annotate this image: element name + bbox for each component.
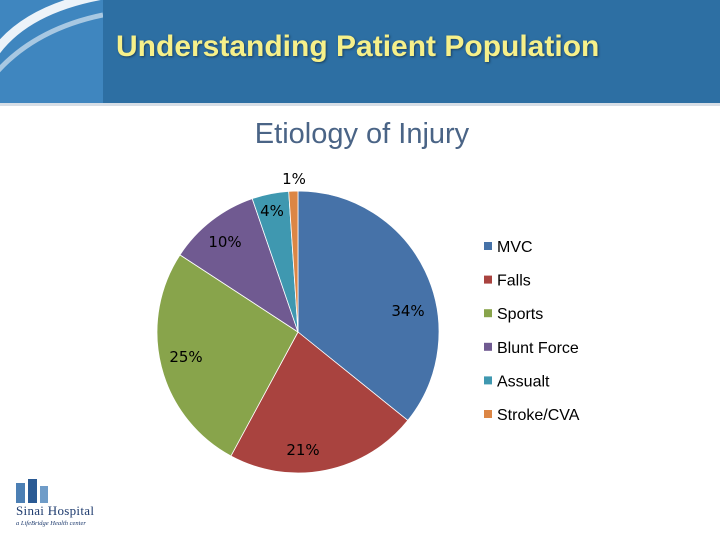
logo-emblem-icon	[16, 479, 48, 503]
chart-legend: MVC Falls Sports Blunt Force Assualt Stroke/C…	[484, 239, 580, 424]
header-bar: Understanding Patient Population	[0, 0, 720, 103]
legend-label-falls: Falls	[497, 273, 531, 290]
slice-label-stroke-cva: 1%	[282, 170, 306, 188]
header-swoosh-panel	[0, 0, 103, 103]
logo-name: Sinai Hospital	[16, 503, 95, 518]
chart-title: Etiology of Injury	[254, 118, 470, 150]
pie-slice-falls	[230, 331, 409, 474]
pie-slice-mvc	[297, 190, 440, 421]
slice-label-assualt: 4%	[260, 202, 284, 220]
pie-slice-blunt-force	[179, 198, 299, 333]
legend-swatch-sports	[484, 309, 492, 318]
slice-label-falls: 21%	[286, 441, 319, 459]
slice-label-blunt-force: 10%	[208, 233, 241, 251]
legend-swatch-mvc	[484, 242, 492, 250]
legend-label-mvc: MVC	[497, 239, 533, 256]
pie-slice-sports	[156, 254, 299, 457]
legend-label-assualt: Assualt	[497, 373, 550, 390]
sinai-hospital-logo: Sinai Hospital a LifeBridge Health cente…	[12, 477, 136, 532]
slice-label-mvc: 34%	[391, 302, 424, 320]
legend-swatch-stroke-cva	[484, 410, 492, 418]
legend-swatch-blunt-force	[484, 342, 492, 351]
legend-label-stroke-cva: Stroke/CVA	[497, 407, 580, 424]
swoosh-graphic	[0, 0, 103, 73]
legend-label-blunt-force: Blunt Force	[497, 340, 579, 357]
legend-swatch-falls	[484, 275, 492, 284]
pie-slice-stroke-cva	[288, 190, 299, 333]
slice-label-sports: 25%	[169, 348, 202, 366]
logo-tagline: a LifeBridge Health center	[16, 520, 86, 527]
legend-swatch-assualt	[484, 376, 492, 385]
legend-label-sports: Sports	[497, 306, 543, 323]
slide-title: Understanding Patient Population	[116, 30, 600, 63]
header-divider	[0, 103, 720, 106]
